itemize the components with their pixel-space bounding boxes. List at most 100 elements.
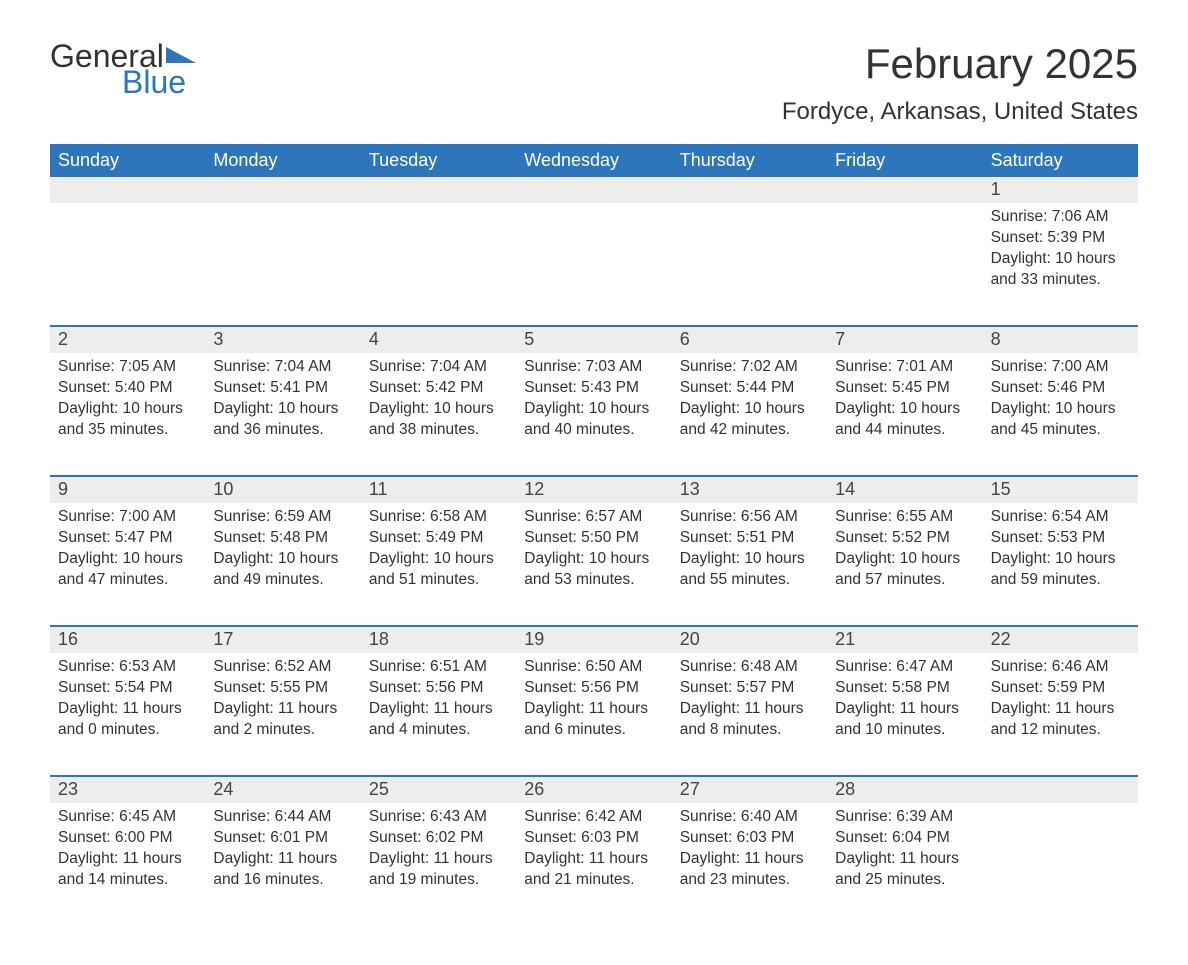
day-number: 27	[672, 777, 827, 803]
sunrise-text: Sunrise: 6:50 AM	[524, 657, 663, 678]
day-number: 15	[983, 477, 1138, 503]
daybody-row: Sunrise: 7:00 AMSunset: 5:47 PMDaylight:…	[50, 503, 1138, 625]
day-cell: Sunrise: 6:48 AMSunset: 5:57 PMDaylight:…	[672, 653, 827, 775]
sunset-text: Sunset: 6:02 PM	[369, 828, 508, 849]
sunset-text: Sunset: 5:50 PM	[524, 528, 663, 549]
day-cell: Sunrise: 6:45 AMSunset: 6:00 PMDaylight:…	[50, 803, 205, 925]
calendar: SundayMondayTuesdayWednesdayThursdayFrid…	[50, 144, 1138, 925]
sunrise-text: Sunrise: 6:53 AM	[58, 657, 197, 678]
calendar-week: 2345678Sunrise: 7:05 AMSunset: 5:40 PMDa…	[50, 325, 1138, 475]
daylight-text: Daylight: 10 hours	[58, 549, 197, 570]
calendar-week: 232425262728Sunrise: 6:45 AMSunset: 6:00…	[50, 775, 1138, 925]
day-number: 8	[983, 327, 1138, 353]
day-cell: Sunrise: 6:59 AMSunset: 5:48 PMDaylight:…	[205, 503, 360, 625]
daylight-text: and 2 minutes.	[213, 720, 352, 741]
daylight-text: and 12 minutes.	[991, 720, 1130, 741]
sunset-text: Sunset: 5:46 PM	[991, 378, 1130, 399]
day-number	[50, 177, 205, 203]
day-number: 25	[361, 777, 516, 803]
sunset-text: Sunset: 5:58 PM	[835, 678, 974, 699]
day-cell: Sunrise: 7:04 AMSunset: 5:42 PMDaylight:…	[361, 353, 516, 475]
day-cell	[827, 203, 982, 325]
daylight-text: and 6 minutes.	[524, 720, 663, 741]
sunset-text: Sunset: 6:03 PM	[680, 828, 819, 849]
daylight-text: Daylight: 11 hours	[213, 849, 352, 870]
daylight-text: and 19 minutes.	[369, 870, 508, 891]
daylight-text: and 16 minutes.	[213, 870, 352, 891]
day-number: 17	[205, 627, 360, 653]
daylight-text: Daylight: 11 hours	[680, 699, 819, 720]
dow-cell: Sunday	[50, 144, 205, 177]
sunrise-text: Sunrise: 7:01 AM	[835, 357, 974, 378]
daylight-text: and 35 minutes.	[58, 420, 197, 441]
sunrise-text: Sunrise: 6:57 AM	[524, 507, 663, 528]
day-number: 14	[827, 477, 982, 503]
day-cell	[983, 803, 1138, 925]
day-number: 12	[516, 477, 671, 503]
sunrise-text: Sunrise: 6:46 AM	[991, 657, 1130, 678]
sunset-text: Sunset: 5:47 PM	[58, 528, 197, 549]
dow-cell: Thursday	[672, 144, 827, 177]
daylight-text: Daylight: 10 hours	[58, 399, 197, 420]
daylight-text: Daylight: 11 hours	[213, 699, 352, 720]
day-cell: Sunrise: 6:57 AMSunset: 5:50 PMDaylight:…	[516, 503, 671, 625]
day-number: 16	[50, 627, 205, 653]
day-number: 4	[361, 327, 516, 353]
day-cell	[50, 203, 205, 325]
daylight-text: Daylight: 10 hours	[680, 399, 819, 420]
daylight-text: Daylight: 10 hours	[991, 399, 1130, 420]
day-number: 26	[516, 777, 671, 803]
daylight-text: Daylight: 10 hours	[524, 399, 663, 420]
brand-word-2: Blue	[122, 66, 186, 98]
sunrise-text: Sunrise: 7:02 AM	[680, 357, 819, 378]
daylight-text: and 53 minutes.	[524, 570, 663, 591]
daylight-text: Daylight: 11 hours	[369, 849, 508, 870]
day-cell: Sunrise: 6:55 AMSunset: 5:52 PMDaylight:…	[827, 503, 982, 625]
daylight-text: Daylight: 10 hours	[835, 399, 974, 420]
sunrise-text: Sunrise: 6:42 AM	[524, 807, 663, 828]
sunset-text: Sunset: 5:49 PM	[369, 528, 508, 549]
page-subtitle: Fordyce, Arkansas, United States	[782, 98, 1138, 126]
day-number	[827, 177, 982, 203]
calendar-week: 1Sunrise: 7:06 AMSunset: 5:39 PMDaylight…	[50, 177, 1138, 325]
daylight-text: and 8 minutes.	[680, 720, 819, 741]
brand-logo: General Blue	[50, 40, 196, 98]
sunrise-text: Sunrise: 6:56 AM	[680, 507, 819, 528]
sunset-text: Sunset: 5:57 PM	[680, 678, 819, 699]
sunrise-text: Sunrise: 6:51 AM	[369, 657, 508, 678]
daylight-text: Daylight: 10 hours	[680, 549, 819, 570]
sunrise-text: Sunrise: 6:39 AM	[835, 807, 974, 828]
daylight-text: Daylight: 11 hours	[835, 849, 974, 870]
day-number: 9	[50, 477, 205, 503]
daylight-text: and 47 minutes.	[58, 570, 197, 591]
day-cell: Sunrise: 6:51 AMSunset: 5:56 PMDaylight:…	[361, 653, 516, 775]
daylight-text: and 57 minutes.	[835, 570, 974, 591]
day-cell: Sunrise: 6:39 AMSunset: 6:04 PMDaylight:…	[827, 803, 982, 925]
daybody-row: Sunrise: 6:45 AMSunset: 6:00 PMDaylight:…	[50, 803, 1138, 925]
daylight-text: and 49 minutes.	[213, 570, 352, 591]
sunset-text: Sunset: 5:59 PM	[991, 678, 1130, 699]
day-cell: Sunrise: 6:53 AMSunset: 5:54 PMDaylight:…	[50, 653, 205, 775]
daylight-text: Daylight: 11 hours	[369, 699, 508, 720]
day-number: 21	[827, 627, 982, 653]
day-cell: Sunrise: 6:46 AMSunset: 5:59 PMDaylight:…	[983, 653, 1138, 775]
day-number: 22	[983, 627, 1138, 653]
daybody-row: Sunrise: 7:05 AMSunset: 5:40 PMDaylight:…	[50, 353, 1138, 475]
day-number: 2	[50, 327, 205, 353]
daynum-row: 1	[50, 177, 1138, 203]
daynum-row: 9101112131415	[50, 477, 1138, 503]
daylight-text: and 23 minutes.	[680, 870, 819, 891]
day-cell: Sunrise: 6:50 AMSunset: 5:56 PMDaylight:…	[516, 653, 671, 775]
sunrise-text: Sunrise: 7:04 AM	[213, 357, 352, 378]
day-cell: Sunrise: 6:42 AMSunset: 6:03 PMDaylight:…	[516, 803, 671, 925]
daynum-row: 16171819202122	[50, 627, 1138, 653]
day-cell: Sunrise: 7:02 AMSunset: 5:44 PMDaylight:…	[672, 353, 827, 475]
day-cell	[205, 203, 360, 325]
day-number: 6	[672, 327, 827, 353]
calendar-week: 16171819202122Sunrise: 6:53 AMSunset: 5:…	[50, 625, 1138, 775]
daylight-text: Daylight: 10 hours	[991, 549, 1130, 570]
daylight-text: and 25 minutes.	[835, 870, 974, 891]
sunrise-text: Sunrise: 7:03 AM	[524, 357, 663, 378]
daylight-text: Daylight: 10 hours	[524, 549, 663, 570]
day-number: 10	[205, 477, 360, 503]
